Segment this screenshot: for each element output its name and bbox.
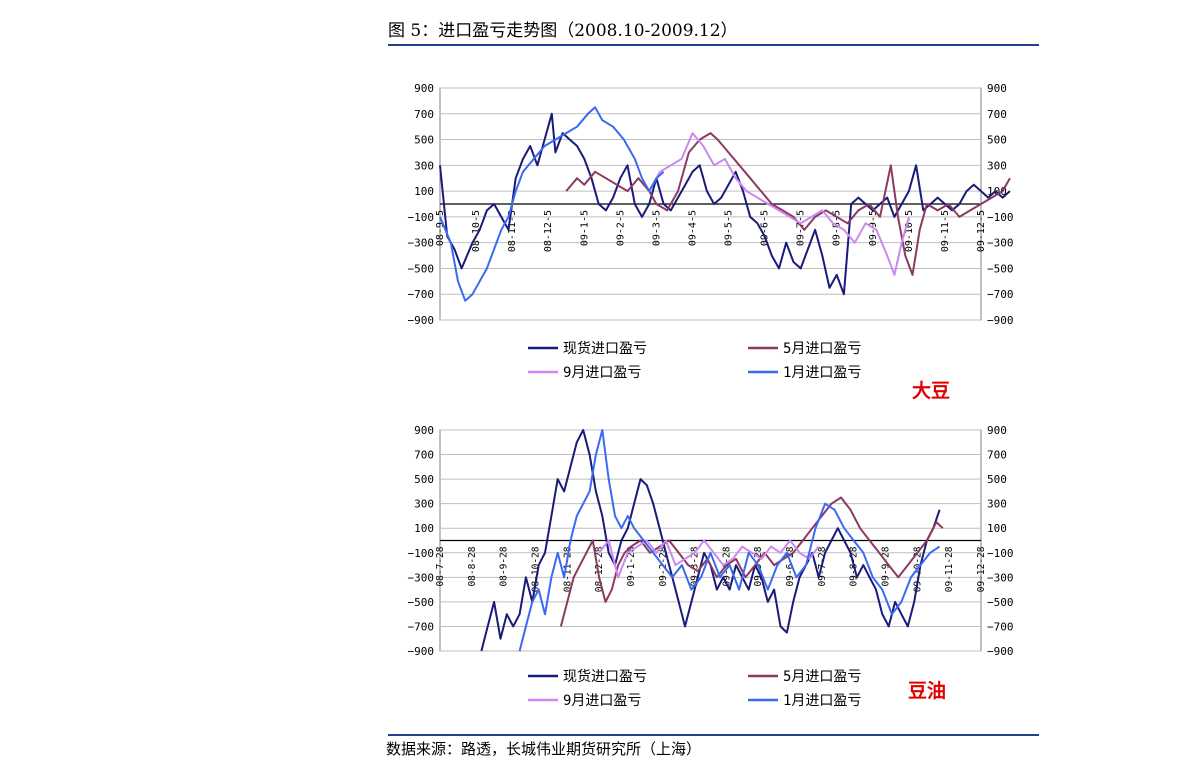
y-tick-label-left: −900 <box>408 645 435 658</box>
y-tick-label-left: 900 <box>414 82 434 95</box>
y-tick-label-right: 100 <box>987 522 1007 535</box>
series-line <box>648 132 910 276</box>
y-tick-label-left: 900 <box>414 424 434 437</box>
y-tick-label-right: −100 <box>987 211 1014 224</box>
x-tick-label: 08-11-28 <box>562 546 573 592</box>
series-line <box>439 112 1011 296</box>
y-tick-label-left: −500 <box>408 262 435 275</box>
legend-label: 1月进口盈亏 <box>783 365 861 381</box>
y-tick-label-right: −500 <box>987 596 1014 609</box>
legend-label: 5月进口盈亏 <box>783 669 861 685</box>
source-note: 数据来源：路透，长城伟业期货研究所（上海） <box>386 740 702 758</box>
x-tick-label: 09-1-5 <box>579 210 590 246</box>
x-tick-label: 09-5-5 <box>724 210 735 246</box>
y-tick-label-left: 300 <box>414 159 434 172</box>
soyoil-label: 豆油 <box>908 680 947 702</box>
soyoil-chart: 900 900 700 700 500 500 300 300 100 100 −100 −100 −3… <box>408 424 1014 709</box>
x-tick-label: 09-8-5 <box>832 210 843 246</box>
legend-label: 5月进口盈亏 <box>783 341 861 357</box>
x-tick-label: 09-3-5 <box>651 210 662 246</box>
series-line <box>565 132 1011 276</box>
x-tick-label: 08-12-5 <box>543 210 554 252</box>
y-tick-label-left: −700 <box>408 620 435 633</box>
x-tick-label: 08-10-5 <box>471 210 482 252</box>
y-tick-label-right: 500 <box>987 473 1007 486</box>
x-tick-label: 09-6-28 <box>785 546 796 586</box>
soybean-chart-panel: 900 900 700 700 500 500 300 300 100 100 −100 −100 −3… <box>388 72 1038 402</box>
y-tick-label-left: −100 <box>408 211 435 224</box>
x-tick-label: 09-9-28 <box>881 546 892 586</box>
y-tick-label-left: −300 <box>408 571 435 584</box>
y-tick-label-left: −100 <box>408 547 435 560</box>
x-tick-label: 09-7-5 <box>796 210 807 246</box>
x-tick-label: 08-11-5 <box>507 210 518 252</box>
y-tick-label-left: 700 <box>414 449 434 462</box>
y-tick-label-left: −700 <box>408 288 435 301</box>
x-tick-label: 08-8-28 <box>467 546 478 586</box>
y-tick-label-right: 900 <box>987 424 1007 437</box>
series-line <box>559 496 944 627</box>
y-tick-label-left: 100 <box>414 185 434 198</box>
soybean-label: 大豆 <box>912 380 951 402</box>
top-rule <box>388 44 1039 46</box>
y-tick-label-right: −500 <box>987 262 1014 275</box>
y-tick-label-right: −100 <box>987 547 1014 560</box>
legend-label: 9月进口盈亏 <box>563 365 641 381</box>
y-tick-label-left: 500 <box>414 473 434 486</box>
y-tick-label-right: 700 <box>987 108 1007 121</box>
legend-label: 现货进口盈亏 <box>563 668 647 685</box>
legend-label: 现货进口盈亏 <box>563 340 647 357</box>
y-tick-label-left: 100 <box>414 522 434 535</box>
y-tick-label-left: 300 <box>414 498 434 511</box>
bottom-rule <box>388 734 1039 736</box>
series-line <box>518 429 941 652</box>
y-tick-label-right: −700 <box>987 288 1014 301</box>
x-tick-label: 08-12-28 <box>594 546 605 592</box>
x-tick-label: 09-10-5 <box>904 210 915 252</box>
y-tick-label-right: 700 <box>987 449 1007 462</box>
y-tick-label-left: −900 <box>408 314 435 327</box>
y-tick-label-right: −700 <box>987 620 1014 633</box>
x-tick-label: 09-11-5 <box>940 210 951 252</box>
y-tick-label-right: 500 <box>987 134 1007 147</box>
y-tick-label-right: −300 <box>987 571 1014 584</box>
y-tick-label-right: 300 <box>987 159 1007 172</box>
figure-title: 图 5：进口盈亏走势图（2008.10-2009.12） <box>388 21 738 41</box>
x-tick-label: 09-1-28 <box>626 546 637 586</box>
x-tick-label: 09-3-28 <box>690 546 701 586</box>
x-tick-label: 09-11-28 <box>944 546 955 592</box>
y-tick-label-left: −500 <box>408 596 435 609</box>
y-tick-label-left: 500 <box>414 134 434 147</box>
x-tick-label: 08-7-28 <box>435 546 446 586</box>
y-tick-label-right: −900 <box>987 314 1014 327</box>
y-tick-label-right: −900 <box>987 645 1014 658</box>
x-tick-label: 08-10-28 <box>530 546 541 592</box>
x-tick-label: 09-6-5 <box>760 210 771 246</box>
legend-label: 1月进口盈亏 <box>783 693 861 709</box>
x-tick-label: 09-4-5 <box>687 210 698 246</box>
series-line <box>598 539 820 579</box>
series-line <box>439 106 665 302</box>
x-tick-label: 09-2-5 <box>615 210 626 246</box>
y-tick-label-right: −300 <box>987 237 1014 250</box>
x-tick-label: 09-4-28 <box>721 546 732 586</box>
y-tick-label-right: 300 <box>987 498 1007 511</box>
x-tick-label: 08-9-5 <box>435 210 446 246</box>
y-tick-label-left: 700 <box>414 108 434 121</box>
x-tick-label: 09-12-5 <box>976 210 987 252</box>
soyoil-chart-panel: 900 900 700 700 500 500 300 300 100 100 −100 −100 −3… <box>388 418 1038 718</box>
y-tick-label-left: −300 <box>408 237 435 250</box>
legend-label: 9月进口盈亏 <box>563 693 641 709</box>
x-tick-label: 09-12-28 <box>976 546 987 592</box>
y-tick-label-right: 900 <box>987 82 1007 95</box>
x-tick-label: 08-9-28 <box>499 546 510 586</box>
